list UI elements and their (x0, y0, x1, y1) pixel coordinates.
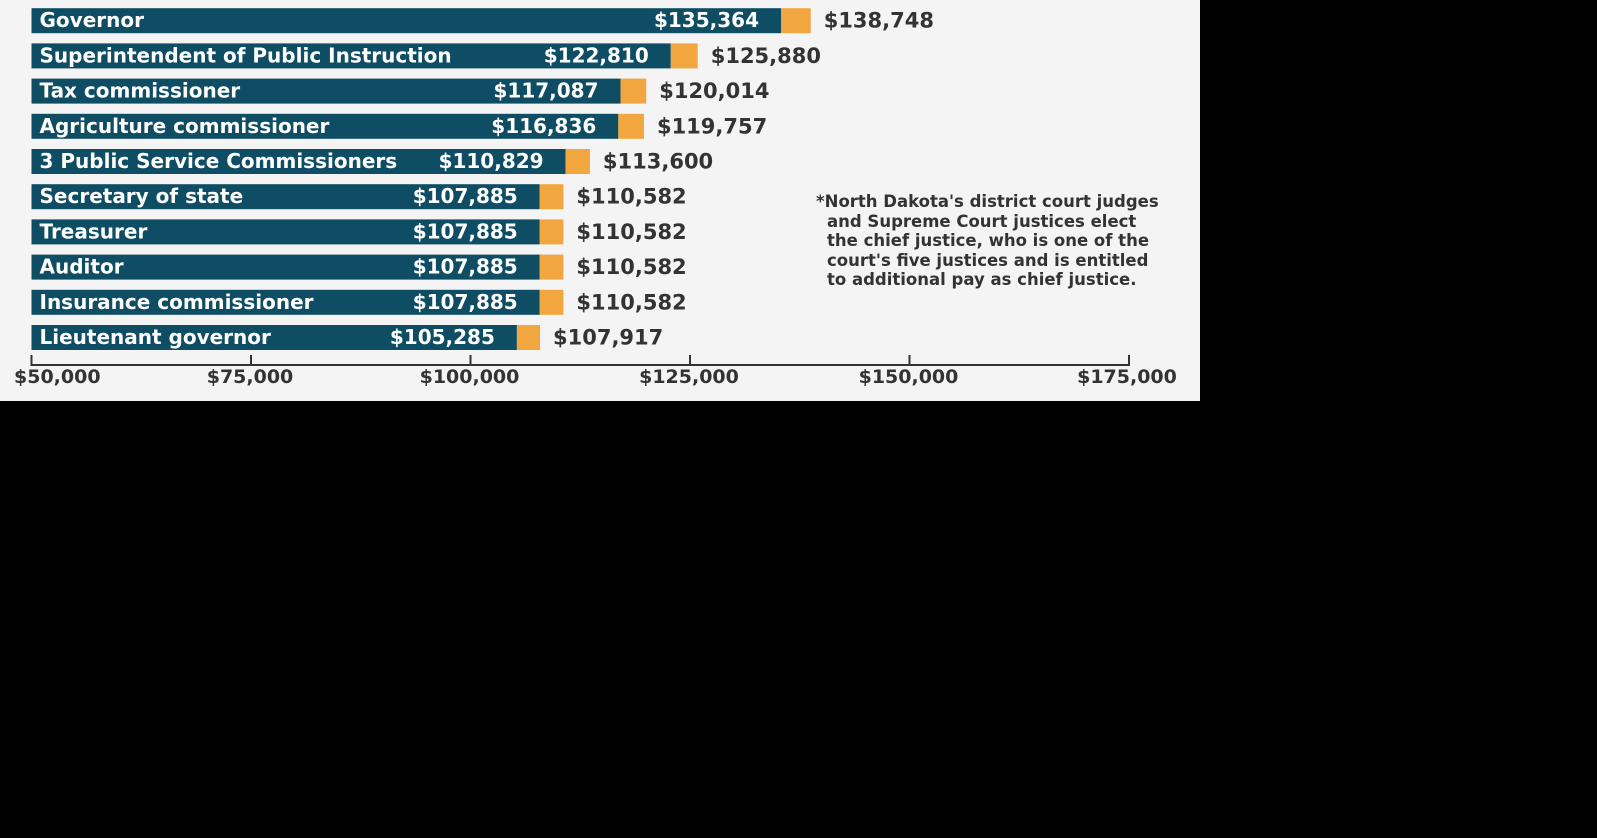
x-axis: $50,000 $75,000 $100,000 $125,000 $150,000 $1… (14, 355, 1177, 388)
new-salary-label: $119,757 (657, 114, 767, 138)
current-salary-bar (31, 289, 540, 315)
new-salary-label: $125,880 (711, 44, 821, 68)
new-salary-label: $110,582 (576, 255, 686, 279)
salary-increase-bar (539, 289, 564, 315)
current-salary-bar (31, 43, 671, 69)
tick-label: $175,000 (1077, 366, 1177, 388)
current-salary-label: $116,836 (491, 114, 596, 138)
current-salary-label: $107,885 (413, 219, 518, 243)
new-salary-label: $110,582 (576, 220, 686, 244)
category-label: 3 Public Service Commissioners (40, 149, 398, 173)
category-label: Auditor (40, 255, 124, 279)
salary-increase-bar (539, 184, 564, 210)
footnote-line: court's five justices and is entitled (827, 250, 1149, 270)
current-salary-label: $122,810 (544, 43, 649, 67)
footnote-line: to additional pay as chief justice. (827, 270, 1137, 289)
salary-increase-bar (539, 254, 564, 280)
footnote-line: *North Dakota's district court judges (816, 192, 1159, 211)
new-salary-label: $138,748 (824, 9, 934, 33)
new-salary-label: $110,582 (576, 290, 686, 314)
current-salary-bar (31, 254, 540, 280)
category-label: Lieutenant governor (40, 325, 272, 349)
current-salary-bar (31, 113, 619, 139)
salary-bar-chart: Attorney general$159,400$163,384Governor… (14, 8, 1177, 388)
tick-label: $75,000 (207, 366, 294, 388)
current-salary-label: $107,885 (413, 255, 518, 279)
salary-increase-bar (780, 8, 811, 34)
category-label: Tax commissioner (40, 79, 241, 103)
new-salary-label: $110,582 (576, 185, 686, 209)
category-label: Agriculture commissioner (40, 114, 330, 138)
footnote: *North Dakota's district court judges an… (816, 192, 1176, 290)
salary-increase-bar (618, 113, 644, 139)
footnote-line: the chief justice, who is one of the (827, 231, 1150, 250)
new-salary-label: $107,917 (553, 326, 663, 350)
salary-increase-bar (620, 78, 647, 104)
footnote-line: and Supreme Court justices elect (827, 211, 1137, 231)
current-salary-bar (31, 184, 540, 210)
new-salary-label: $120,014 (659, 79, 769, 103)
category-label: Secretary of state (40, 184, 244, 208)
bars-layer: Attorney general$159,400$163,384Governor… (31, 8, 934, 350)
current-salary-label: $105,285 (390, 325, 495, 349)
salary-increase-bar (516, 325, 541, 350)
salary-increase-bar (539, 219, 564, 245)
current-salary-label: $110,829 (439, 149, 544, 173)
tick-label: $125,000 (639, 366, 739, 388)
new-salary-label: $113,600 (603, 150, 713, 174)
current-salary-label: $117,087 (494, 79, 599, 103)
current-salary-label: $107,885 (413, 184, 518, 208)
current-salary-label: $107,885 (413, 290, 518, 314)
current-salary-bar (31, 325, 517, 350)
current-salary-bar (31, 149, 566, 174)
current-salary-bar (31, 219, 540, 245)
current-salary-label: $135,364 (654, 8, 759, 32)
category-label: Superintendent of Public Instruction (40, 43, 452, 67)
tick-label: $100,000 (420, 366, 520, 388)
salary-increase-bar (565, 149, 590, 174)
category-label: Governor (40, 8, 145, 32)
chart-panel: Attorney general$159,400$163,384Governor… (0, 0, 1200, 401)
tick-label: $50,000 (14, 366, 101, 388)
tick-label: $150,000 (859, 366, 959, 388)
category-label: Insurance commissioner (40, 290, 314, 314)
category-label: Treasurer (40, 219, 148, 243)
current-salary-bar (31, 78, 621, 104)
current-salary-bar (31, 8, 781, 34)
salary-increase-bar (670, 43, 698, 69)
